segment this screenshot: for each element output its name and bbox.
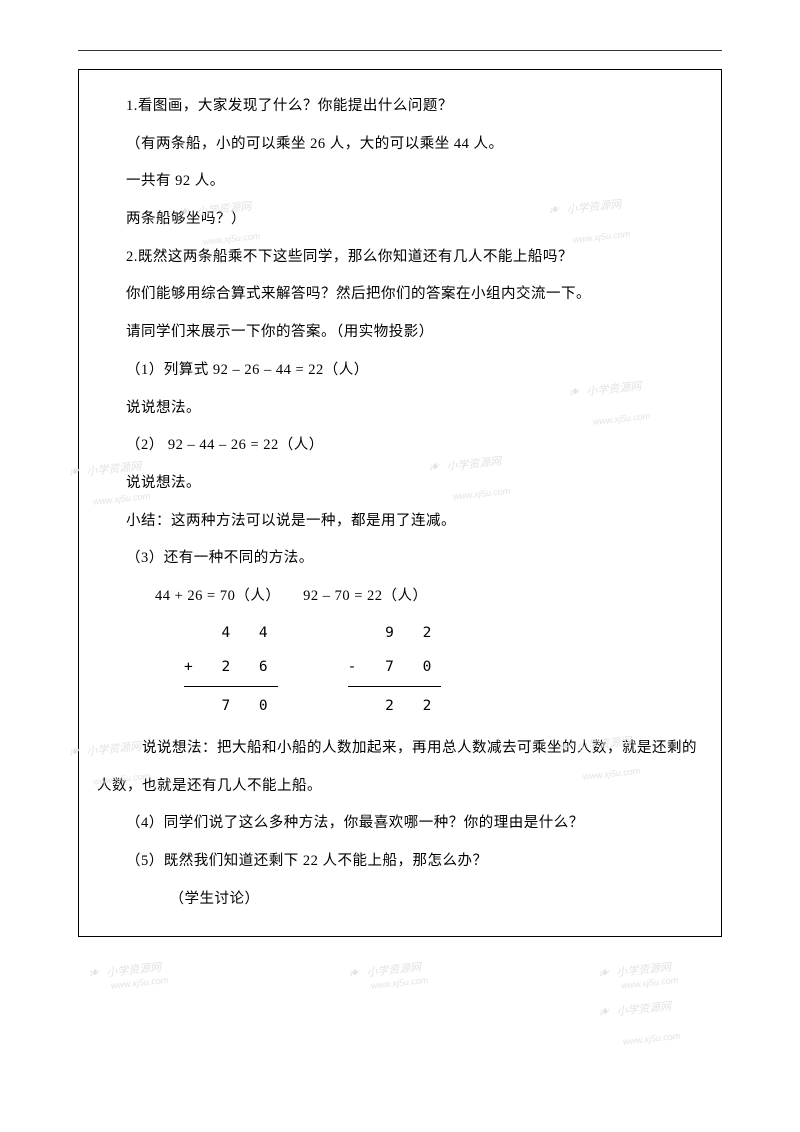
watermark-url: www.xj5u.com <box>620 975 678 991</box>
watermark-url: www.xj5u.com <box>622 1031 680 1047</box>
calc-row: 9 2 <box>348 616 442 651</box>
leaf-icon: ❧ <box>596 963 611 984</box>
leaf-icon: ❧ <box>346 963 361 984</box>
text-line: （有两条船，小的可以乘坐 26 人，大的可以乘坐 44 人。 <box>97 126 703 164</box>
calc-row: + 2 6 <box>184 650 278 685</box>
bottom-watermarks: ❧ 小学资源网 www.xj5u.com ❧ 小学资源网 www.xj5u.co… <box>78 937 722 997</box>
text-line: 你们能够用综合算式来解答吗？然后把你们的答案在小组内交流一下。 <box>97 276 703 314</box>
text-line: 小结：这两种方法可以说是一种，都是用了连减。 <box>97 503 703 541</box>
text-line: （4）同学们说了这么多种方法，你最喜欢哪一种？你的理由是什么？ <box>97 805 703 843</box>
watermark: ❧ 小学资源网 www.xj5u.com <box>597 957 679 994</box>
text-line: 两条船够坐吗？） <box>97 201 703 239</box>
text-line: 说说想法。 <box>97 390 703 428</box>
leaf-icon: ❧ <box>63 732 84 772</box>
text-line: 一共有 92 人。 <box>97 163 703 201</box>
text-line: （3）还有一种不同的方法。 <box>97 540 703 578</box>
calc-inline: 44 + 26 = 70（人） 92 – 70 = 22（人） <box>97 578 703 616</box>
vertical-calc-left: 4 4 + 2 6 7 0 <box>184 616 278 724</box>
text-line: 请同学们来展示一下你的答案。（用实物投影） <box>97 314 703 352</box>
vertical-calc-wrap: 4 4 + 2 6 7 0 9 2 - 7 0 2 2 <box>184 616 703 724</box>
calc-underline <box>184 686 278 687</box>
watermark-text: 小学资源网 <box>616 1001 672 1019</box>
text-explain: 说说想法：把大船和小船的人数加起来，再用总人数减去可乘坐的人数，就是还剩的人数，… <box>97 730 703 805</box>
text-line: 说说想法。 <box>97 465 703 503</box>
text-line: （5）既然我们知道还剩下 22 人不能上船，那怎么办？ <box>97 843 703 881</box>
text-line: 2.既然这两条船乘不下这些同学，那么你知道还有几人不能上船吗？ <box>97 239 703 277</box>
top-rule <box>78 50 722 51</box>
watermark-url: www.xj5u.com <box>370 975 428 991</box>
watermark-text: 小学资源网 <box>106 962 162 980</box>
watermark-text: 小学资源网 <box>366 962 422 980</box>
page-outer: ❧ 小学资源网 www.xj5u.com ❧ 小学资源网 www.xj5u.co… <box>0 0 800 1037</box>
leaf-icon: ❧ <box>86 963 101 984</box>
calc-row: 4 4 <box>184 616 278 651</box>
text-line: （1）列算式 92 – 26 – 44 = 22（人） <box>97 352 703 390</box>
vertical-calc-right: 9 2 - 7 0 2 2 <box>348 616 442 724</box>
text-line: 1.看图画，大家发现了什么？你能提出什么问题？ <box>97 88 703 126</box>
watermark-text: 小学资源网 <box>616 962 672 980</box>
calc-row: - 7 0 <box>348 650 442 685</box>
leaf-icon: ❧ <box>593 992 614 1032</box>
text-line: （学生讨论） <box>97 881 703 919</box>
calc-row: 7 0 <box>184 689 278 724</box>
watermark: ❧ 小学资源网 www.xj5u.com <box>347 957 429 994</box>
watermark: ❧ 小学资源网 www.xj5u.com <box>87 957 169 994</box>
calc-row: 2 2 <box>348 689 442 724</box>
text-line: （2） 92 – 44 – 26 = 22（人） <box>97 427 703 465</box>
leaf-icon: ❧ <box>63 452 84 492</box>
watermark-url: www.xj5u.com <box>110 975 168 991</box>
calc-underline <box>348 686 442 687</box>
document-box: ❧ 小学资源网 www.xj5u.com ❧ 小学资源网 www.xj5u.co… <box>78 69 722 937</box>
